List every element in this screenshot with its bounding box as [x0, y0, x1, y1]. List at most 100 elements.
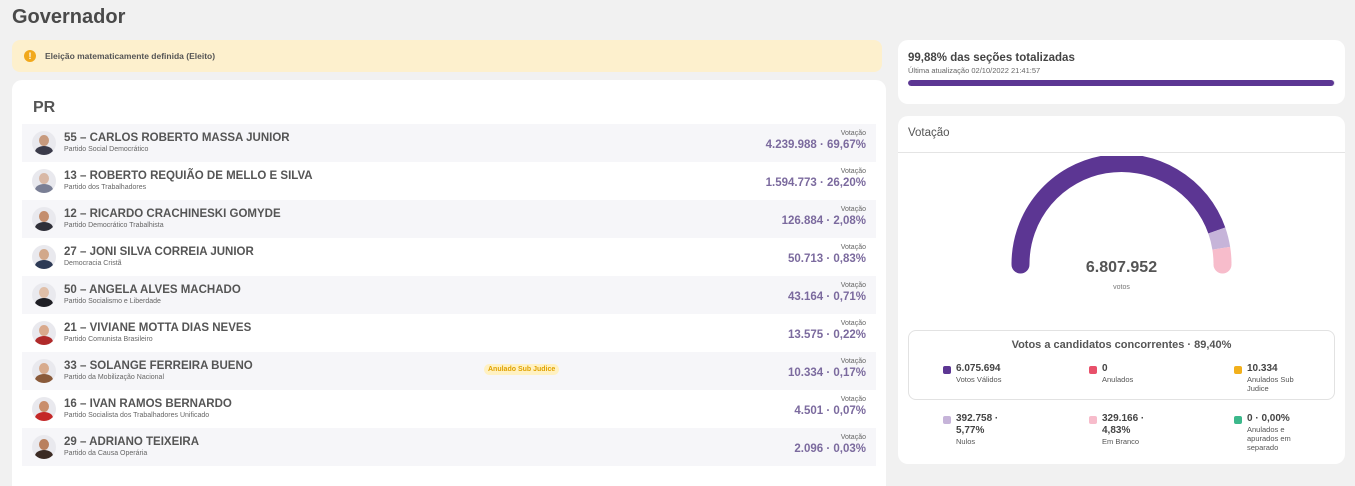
candidate-row[interactable]: 29 – ADRIANO TEIXEIRA Partido da Causa Op…: [22, 428, 876, 466]
votes-label: Votação: [840, 358, 866, 365]
candidate-party: Partido Social Democrático: [64, 146, 149, 153]
votes-label: Votação: [840, 396, 866, 403]
sub-judice-badge: Anulado Sub Judice: [484, 364, 560, 375]
stat-value: 10.334: [1247, 363, 1278, 374]
candidate-row[interactable]: 12 – RICARDO CRACHINESKI GOMYDE Partido D…: [22, 200, 876, 238]
gauge-cap-left: [1011, 255, 1030, 274]
legend-swatch: [943, 366, 951, 374]
stat-value: 6.075.694: [956, 363, 1001, 374]
candidate-name: 55 – CARLOS ROBERTO MASSA JUNIOR: [64, 132, 290, 144]
alert-text: Eleição matematicamente definida (Eleito…: [45, 51, 216, 61]
gauge-cap-right: [1213, 255, 1232, 274]
candidate-avatar: [32, 397, 56, 421]
vote-stat: 392.758 · 5,77% Nulos: [943, 413, 1038, 446]
state-label: PR: [33, 99, 56, 116]
voting-title: Votação: [898, 116, 1345, 153]
legend-swatch: [1089, 416, 1097, 424]
candidate-name: 12 – RICARDO CRACHINESKI GOMYDE: [64, 208, 281, 220]
candidate-avatar: [32, 207, 56, 231]
candidate-party: Partido Democrático Trabalhista: [64, 222, 164, 229]
votes-label: Votação: [840, 282, 866, 289]
candidate-avatar: [32, 321, 56, 345]
legend-swatch: [1234, 366, 1242, 374]
candidate-party: Partido Socialismo e Liberdade: [64, 298, 161, 305]
candidate-party: Partido Comunista Brasileiro: [64, 336, 153, 343]
voting-card: Votação 6.807.952 votos Votos a candidat…: [898, 116, 1345, 464]
candidate-avatar: [32, 169, 56, 193]
candidate-row[interactable]: 27 – JONI SILVA CORREIA JUNIOR Democracia…: [22, 238, 876, 276]
candidate-avatar: [32, 131, 56, 155]
vote-stat: 10.334 Anulados Sub Judice: [1234, 363, 1329, 393]
totalization-progress-card: 99,88% das seções totalizadas Última atu…: [898, 40, 1345, 104]
results-card: PR 55 – CARLOS ROBERTO MASSA JUNIOR Parti…: [12, 80, 886, 486]
stat-label: Em Branco: [1102, 437, 1140, 446]
legend-swatch: [1089, 366, 1097, 374]
total-votes-unit: votos: [1113, 284, 1130, 291]
legend-swatch: [943, 416, 951, 424]
candidate-row[interactable]: 13 – ROBERTO REQUIÃO DE MELLO E SILVA Par…: [22, 162, 876, 200]
votes-label: Votação: [840, 206, 866, 213]
candidate-votes: 10.334 · 0,17%: [787, 367, 866, 379]
vote-stat: 329.166 · 4,83% Em Branco: [1089, 413, 1184, 446]
candidate-avatar: [32, 245, 56, 269]
votes-label: Votação: [840, 130, 866, 137]
votes-label: Votação: [840, 168, 866, 175]
gauge-segment-validos: [1011, 156, 1226, 265]
stat-value: 0 · 0,00%: [1247, 413, 1290, 424]
candidate-votes: 4.501 · 0,07%: [794, 405, 866, 417]
stat-label: Votos Válidos: [956, 375, 1002, 384]
candidate-votes: 2.096 · 0,03%: [794, 443, 866, 455]
candidate-name: 27 – JONI SILVA CORREIA JUNIOR: [64, 246, 254, 258]
gauge-segment-nulos: [1208, 227, 1231, 250]
stat-label: Nulos: [956, 437, 976, 446]
candidate-row[interactable]: 33 – SOLANGE FERREIRA BUENO Partido da Mo…: [22, 352, 876, 390]
votes-gauge: [1011, 156, 1232, 274]
stat-label: Anulados Sub Judice: [1247, 375, 1294, 393]
candidate-avatar: [32, 359, 56, 383]
vote-stat: 0 · 0,00% Anulados e apurados em separado: [1234, 413, 1329, 452]
vote-stat: 6.075.694 Votos Válidos: [943, 363, 1038, 384]
candidate-row[interactable]: 55 – CARLOS ROBERTO MASSA JUNIOR Partido …: [22, 124, 876, 162]
candidate-row[interactable]: 50 – ANGELA ALVES MACHADO Partido Sociali…: [22, 276, 876, 314]
last-update: Última atualização 02/10/2022 21:41:57: [908, 66, 1041, 75]
progress-title: 99,88% das seções totalizadas: [908, 52, 1075, 64]
election-status-alert: ! Eleição matematicamente definida (Elei…: [12, 40, 882, 72]
candidate-votes: 50.713 · 0,83%: [787, 253, 866, 265]
stat-label: Anulados e apurados em separado: [1247, 425, 1291, 452]
candidate-name: 29 – ADRIANO TEIXEIRA: [64, 436, 200, 448]
candidate-party: Partido Socialista dos Trabalhadores Uni…: [64, 412, 210, 419]
candidate-party: Partido da Mobilização Nacional: [64, 374, 164, 381]
candidate-votes: 4.239.988 · 69,67%: [765, 139, 866, 151]
votes-label: Votação: [840, 434, 866, 441]
candidate-name: 50 – ANGELA ALVES MACHADO: [64, 284, 241, 296]
candidate-avatar: [32, 435, 56, 459]
candidate-votes: 43.164 · 0,71%: [787, 291, 866, 303]
page-title: Governador: [12, 6, 126, 28]
summary-title: Votos a candidatos concorrentes · 89,40%: [1011, 339, 1232, 351]
candidate-name: 16 – IVAN RAMOS BERNARDO: [64, 398, 232, 410]
info-icon: !: [24, 50, 36, 62]
legend-swatch: [1234, 416, 1242, 424]
candidate-row[interactable]: 21 – VIVIANE MOTTA DIAS NEVES Partido Com…: [22, 314, 876, 352]
stat-value: 329.166 · 4,83%: [1102, 413, 1145, 436]
vote-summary: Votos a candidatos concorrentes · 89,40%: [908, 330, 1335, 400]
candidate-list: 55 – CARLOS ROBERTO MASSA JUNIOR Partido …: [22, 124, 876, 466]
candidate-party: Democracia Cristã: [64, 260, 122, 267]
progress-bar-fill: [908, 80, 1335, 86]
candidate-party: Partido da Causa Operária: [64, 450, 148, 457]
candidate-party: Partido dos Trabalhadores: [64, 184, 147, 191]
votes-label: Votação: [840, 244, 866, 251]
stat-label: Anulados: [1102, 375, 1134, 384]
candidate-name: 13 – ROBERTO REQUIÃO DE MELLO E SILVA: [64, 170, 313, 182]
candidate-votes: 1.594.773 · 26,20%: [765, 177, 866, 189]
votes-label: Votação: [840, 320, 866, 327]
candidate-name: 21 – VIVIANE MOTTA DIAS NEVES: [64, 322, 252, 334]
stat-value: 0: [1102, 363, 1108, 374]
vote-stat: 0 Anulados: [1089, 363, 1184, 384]
candidate-name: 33 – SOLANGE FERREIRA BUENO: [64, 360, 253, 372]
candidate-row[interactable]: 16 – IVAN RAMOS BERNARDO Partido Socialis…: [22, 390, 876, 428]
candidate-avatar: [32, 283, 56, 307]
stat-value: 392.758 · 5,77%: [956, 413, 999, 436]
progress-bar: [908, 80, 1335, 86]
total-votes: 6.807.952: [1085, 259, 1158, 276]
